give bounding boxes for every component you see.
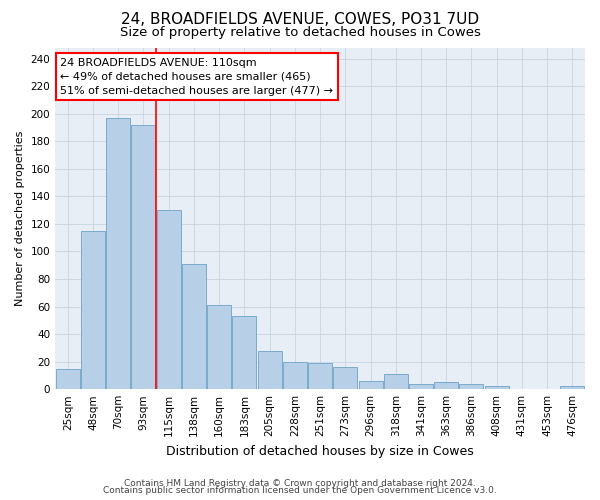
- Bar: [485, 386, 509, 389]
- Text: Contains public sector information licensed under the Open Government Licence v3: Contains public sector information licen…: [103, 486, 497, 495]
- Bar: [232, 316, 256, 389]
- Y-axis label: Number of detached properties: Number of detached properties: [15, 130, 25, 306]
- Text: Size of property relative to detached houses in Cowes: Size of property relative to detached ho…: [119, 26, 481, 39]
- Bar: [257, 350, 281, 389]
- Text: 24, BROADFIELDS AVENUE, COWES, PO31 7UD: 24, BROADFIELDS AVENUE, COWES, PO31 7UD: [121, 12, 479, 28]
- Bar: [308, 363, 332, 389]
- Text: 24 BROADFIELDS AVENUE: 110sqm
← 49% of detached houses are smaller (465)
51% of : 24 BROADFIELDS AVENUE: 110sqm ← 49% of d…: [61, 58, 334, 96]
- Bar: [560, 386, 584, 389]
- Bar: [334, 367, 357, 389]
- Bar: [409, 384, 433, 389]
- Bar: [359, 381, 383, 389]
- Bar: [157, 210, 181, 389]
- Bar: [460, 384, 484, 389]
- Bar: [207, 305, 231, 389]
- Bar: [384, 374, 408, 389]
- Bar: [131, 124, 155, 389]
- Bar: [106, 118, 130, 389]
- Text: Contains HM Land Registry data © Crown copyright and database right 2024.: Contains HM Land Registry data © Crown c…: [124, 478, 476, 488]
- Bar: [434, 382, 458, 389]
- X-axis label: Distribution of detached houses by size in Cowes: Distribution of detached houses by size …: [166, 444, 474, 458]
- Bar: [182, 264, 206, 389]
- Bar: [81, 230, 105, 389]
- Bar: [283, 362, 307, 389]
- Bar: [56, 368, 80, 389]
